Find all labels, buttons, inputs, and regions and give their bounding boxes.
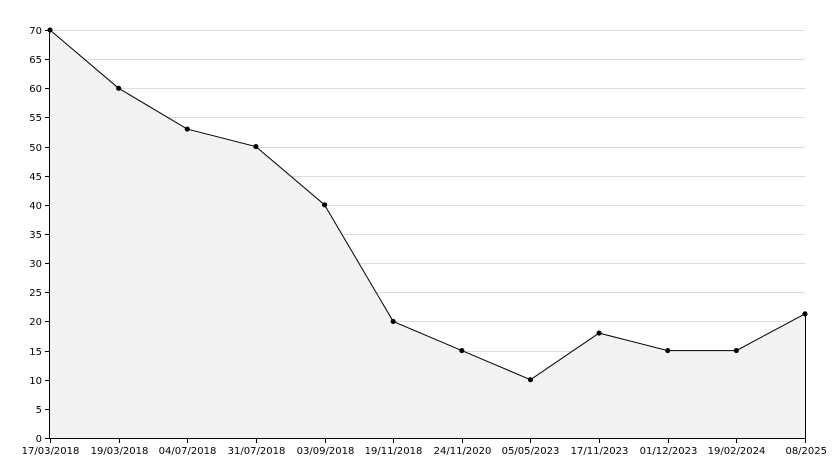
x-tick-label: 05/05/2023 — [502, 446, 560, 457]
x-tick-label: 17/11/2023 — [571, 446, 629, 457]
y-tick-label: 70 — [29, 26, 42, 37]
y-tick-label: 20 — [29, 317, 42, 328]
y-tick-label: 30 — [29, 259, 42, 270]
x-tick-label: 24/11/2020 — [434, 446, 492, 457]
data-point — [459, 348, 465, 354]
x-tick-label: 04/07/2018 — [159, 446, 217, 457]
data-point — [322, 202, 328, 208]
y-tick-label: 35 — [29, 230, 42, 241]
series-area — [50, 30, 805, 438]
data-point — [390, 318, 396, 324]
y-tick-label: 55 — [29, 113, 42, 124]
x-tick-label: 19/11/2018 — [365, 446, 423, 457]
y-tick-label: 45 — [29, 172, 42, 183]
data-point — [596, 330, 602, 336]
y-tick-label: 0 — [36, 434, 42, 445]
data-point-core — [459, 348, 464, 353]
y-tick-label: 15 — [29, 347, 42, 358]
data-points — [47, 27, 808, 383]
x-tick-label: 19/03/2018 — [91, 446, 149, 457]
data-point-core — [253, 144, 258, 149]
data-point-core — [322, 202, 327, 207]
series-line-group — [49, 29, 806, 381]
x-tick-label: 31/07/2018 — [228, 446, 286, 457]
y-axis-ticks: 0 5 10 15 20 25 30 35 40 45 50 55 60 65 70 — [29, 26, 50, 445]
data-point-core — [116, 86, 121, 91]
y-tick-label: 40 — [29, 201, 42, 212]
data-point-core — [528, 377, 533, 382]
y-tick-label: 5 — [36, 405, 42, 416]
x-tick-label: 03/09/2018 — [297, 446, 355, 457]
data-point — [184, 126, 190, 132]
x-axis-ticks: 17/03/2018 19/03/2018 04/07/2018 31/07/2018… — [22, 438, 827, 457]
data-point — [116, 85, 122, 91]
y-tick-label: 50 — [29, 143, 42, 154]
y-tick-label: 60 — [29, 84, 42, 95]
data-point — [665, 348, 671, 354]
x-tick-label: 19/02/2024 — [708, 446, 766, 457]
data-point — [527, 377, 533, 383]
data-point-core — [185, 127, 190, 132]
x-tick-label: 01/12/2023 — [640, 446, 698, 457]
y-tick-label: 10 — [29, 376, 42, 387]
data-point-core — [391, 319, 396, 324]
x-tick-label: 17/03/2018 — [22, 446, 80, 457]
data-point-core — [665, 348, 670, 353]
x-tick-label: 08/2025 — [785, 446, 827, 457]
data-point-core — [597, 331, 602, 336]
data-point-core — [734, 348, 739, 353]
y-tick-label: 25 — [29, 288, 42, 299]
axes — [45, 28, 806, 439]
y-tick-label: 65 — [29, 55, 42, 66]
series-line — [49, 29, 806, 381]
data-point — [253, 144, 259, 150]
series-area-group — [50, 30, 805, 438]
data-point — [733, 348, 739, 354]
